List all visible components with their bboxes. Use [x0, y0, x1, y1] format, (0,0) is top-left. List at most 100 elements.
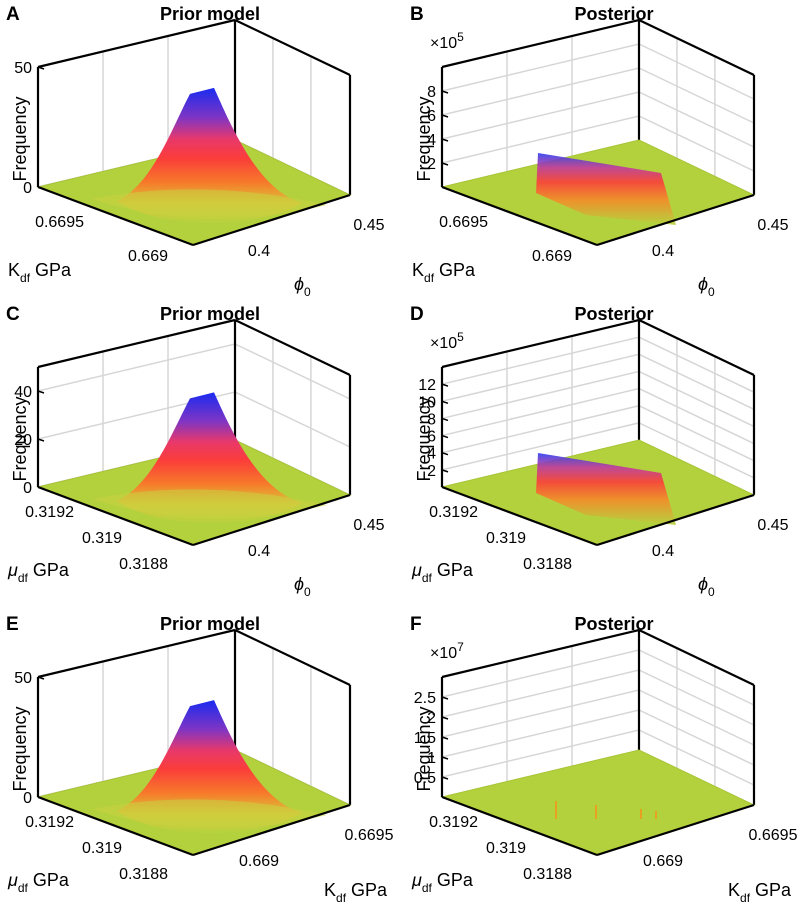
z-tick-label: 0	[23, 790, 32, 807]
z-tick	[37, 796, 45, 800]
z-tick	[441, 776, 449, 780]
back-wall-right	[639, 20, 754, 195]
z-tick	[441, 452, 449, 456]
z-tick	[441, 696, 449, 700]
y-tick-label: 0.4	[248, 243, 270, 260]
y-axis-label-main: K	[728, 880, 740, 900]
x-tick-label: 0.3192	[25, 504, 74, 521]
z-tick-label: 4	[427, 132, 436, 149]
z-tick-label: 4	[427, 446, 436, 463]
x-tick-label: 0.3192	[25, 814, 74, 831]
y-axis-label: ϕ0	[698, 574, 715, 599]
z-tick-label: 12	[418, 377, 436, 394]
x-axis-label-main: μ	[411, 870, 422, 890]
z-tick-label: 0.5	[414, 770, 436, 787]
front-edge-left	[37, 485, 194, 547]
x-axis-label-unit: GPa	[30, 260, 72, 280]
x-tick-label: 0.319	[82, 530, 122, 547]
panel-title: Prior model	[160, 4, 260, 24]
z-tick-label: 8	[427, 411, 436, 428]
x-axis-label: Kdf GPa	[412, 260, 476, 285]
front-edge-left	[37, 185, 194, 247]
y-axis-label-main: ϕ	[698, 574, 708, 594]
x-tick-label: 0.6695	[439, 214, 488, 231]
x-axis-label-sub: df	[20, 271, 31, 285]
y-axis-label: ϕ0	[294, 274, 311, 299]
y-axis-label-sub: df	[336, 891, 347, 905]
x-axis-label-unit: GPa	[434, 260, 476, 280]
y-axis-label-main: K	[324, 880, 336, 900]
front-edge-right	[192, 193, 351, 247]
z-axis-label: Frequency	[414, 96, 434, 181]
y-tick-label: 0.4	[248, 543, 270, 560]
y-axis-label: ϕ0	[294, 574, 311, 599]
y-tick-label: 0.4	[652, 243, 674, 260]
x-axis-label: μdf GPa	[411, 560, 474, 585]
z-tick-label: 10	[418, 394, 436, 411]
z-tick	[441, 162, 449, 166]
scale-factor: ×105	[430, 30, 464, 52]
top-edge-right	[234, 19, 351, 76]
front-edge-right	[596, 193, 755, 247]
x-axis-label-unit: GPa	[28, 560, 70, 580]
y-axis-label: Kdf GPa	[324, 880, 388, 905]
z-tick-label: 2	[427, 463, 436, 480]
x-tick-label: 0.3188	[523, 866, 572, 883]
x-axis-label-main: μ	[7, 870, 18, 890]
z-tick-label: 6	[427, 429, 436, 446]
x-tick-label: 0.319	[486, 840, 526, 857]
x-axis-label-sub: df	[422, 571, 433, 585]
x-axis-label: Kdf GPa	[8, 260, 72, 285]
top-edge-right	[638, 319, 755, 376]
x-tick-label: 0.3192	[429, 814, 478, 831]
front-edge-right	[192, 803, 351, 857]
z-tick-label: 50	[14, 60, 32, 77]
z-tick	[441, 417, 449, 422]
z-tick-label: 50	[14, 670, 32, 687]
x-axis-label-sub: df	[424, 271, 435, 285]
z-tick	[441, 90, 449, 94]
z-tick	[441, 383, 449, 387]
back-wall-right	[235, 20, 350, 195]
panel-letter: D	[410, 304, 424, 325]
top-edge-left	[441, 628, 640, 679]
x-tick-label: 0.6695	[35, 214, 84, 231]
z-axis-label: Frequency	[10, 96, 30, 181]
panel-letter: F	[410, 614, 422, 635]
density-peak	[117, 700, 302, 833]
density-skirt	[92, 189, 327, 219]
scale-factor: ×105	[430, 330, 464, 352]
z-tick-label: 20	[14, 432, 32, 449]
y-axis-label-sub: 0	[304, 585, 311, 599]
z-tick	[441, 400, 449, 404]
top-edge-left	[37, 318, 236, 369]
z-tick-label: 40	[14, 384, 32, 401]
z-tick-label: 2	[427, 710, 436, 727]
top-edge-right	[638, 19, 755, 76]
x-axis-label-main: μ	[411, 560, 422, 580]
density-skirt	[92, 799, 327, 829]
y-axis-label-unit: GPa	[346, 880, 388, 900]
z-axis-label: Frequency	[10, 706, 30, 791]
front-edge-left	[441, 795, 598, 857]
top-edge-right	[234, 629, 351, 686]
y-axis-label-sub: 0	[304, 285, 311, 299]
z-tick-label: 2	[427, 156, 436, 173]
x-tick-label: 0.319	[486, 530, 526, 547]
y-axis-label-main: ϕ	[698, 274, 708, 294]
x-axis-label-unit: GPa	[432, 560, 474, 580]
y-tick-label: 0.669	[239, 853, 279, 870]
z-tick	[441, 114, 449, 118]
z-axis-label: Frequency	[414, 396, 434, 481]
x-axis-label: μdf GPa	[7, 870, 70, 895]
panel-title: Posterior	[574, 614, 653, 634]
y-axis-label: ϕ0	[698, 274, 715, 299]
top-edge-right	[638, 629, 755, 686]
z-axis-label: Frequency	[414, 706, 434, 791]
z-tick-label: 0	[23, 480, 32, 497]
density-skirt	[92, 489, 327, 519]
